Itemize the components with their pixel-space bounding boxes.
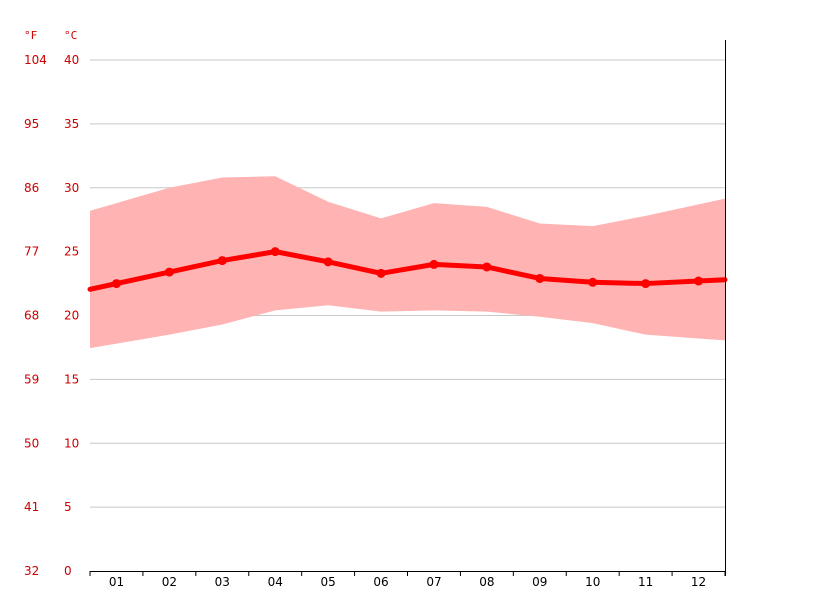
mean-point <box>535 273 545 283</box>
y-tick-label-fahrenheit: 32 <box>24 564 39 578</box>
x-tick-label: 02 <box>162 575 177 589</box>
x-tick-label: 03 <box>215 575 230 589</box>
x-tick-label: 11 <box>638 575 653 589</box>
mean-point <box>164 267 174 277</box>
y-tick-label-fahrenheit: 59 <box>24 372 39 386</box>
mean-points <box>111 247 704 289</box>
mean-point <box>588 277 598 287</box>
mean-point <box>694 276 704 286</box>
y-tick-label-celsius: 40 <box>64 53 79 67</box>
y-tick-label-fahrenheit: 104 <box>24 53 47 67</box>
y-tick-label-celsius: 25 <box>64 245 79 259</box>
x-tick-label: 04 <box>268 575 283 589</box>
y-tick-label-fahrenheit: 95 <box>24 117 39 131</box>
x-tick-label: 10 <box>585 575 600 589</box>
celsius-unit-label: °C <box>64 29 77 42</box>
y-tick-label-celsius: 30 <box>64 181 79 195</box>
temperature-range-band <box>90 176 725 349</box>
mean-temperature-line <box>87 249 728 292</box>
y-tick-label-celsius: 5 <box>64 500 72 514</box>
mean-point <box>217 256 227 266</box>
mean-point <box>429 259 439 269</box>
mean-point <box>323 257 333 267</box>
mean-point <box>376 268 386 278</box>
x-tick-label: 05 <box>320 575 335 589</box>
x-tick-label: 06 <box>373 575 388 589</box>
y-tick-label-fahrenheit: 77 <box>24 245 39 259</box>
x-tick-label: 12 <box>691 575 706 589</box>
x-tick-label: 01 <box>109 575 124 589</box>
mean-point <box>641 279 651 289</box>
y-tick-label-fahrenheit: 50 <box>24 436 39 450</box>
y-tick-label-celsius: 15 <box>64 372 79 386</box>
y-tick-label-fahrenheit: 68 <box>24 309 39 323</box>
y-tick-label-celsius: 35 <box>64 117 79 131</box>
mean-point <box>111 279 121 289</box>
mean-point <box>482 262 492 272</box>
y-tick-label-celsius: 20 <box>64 309 79 323</box>
x-tick-labels: 01 02 03 04 05 06 07 08 09 10 11 12 <box>109 575 706 589</box>
y-tick-label-fahrenheit: 86 <box>24 181 39 195</box>
y-tick-label-celsius: 0 <box>64 564 72 578</box>
y-tick-label-celsius: 10 <box>64 436 79 450</box>
x-tick-label: 08 <box>479 575 494 589</box>
x-tick-label: 07 <box>426 575 441 589</box>
mean-point <box>270 247 280 257</box>
y-tick-labels: 0 32 5 41 10 50 15 59 20 68 25 77 30 86 35 95 40 104 <box>24 53 79 578</box>
y-tick-label-fahrenheit: 41 <box>24 500 39 514</box>
x-tick-label: 09 <box>532 575 547 589</box>
fahrenheit-unit-label: °F <box>24 29 37 42</box>
axes <box>89 40 726 576</box>
